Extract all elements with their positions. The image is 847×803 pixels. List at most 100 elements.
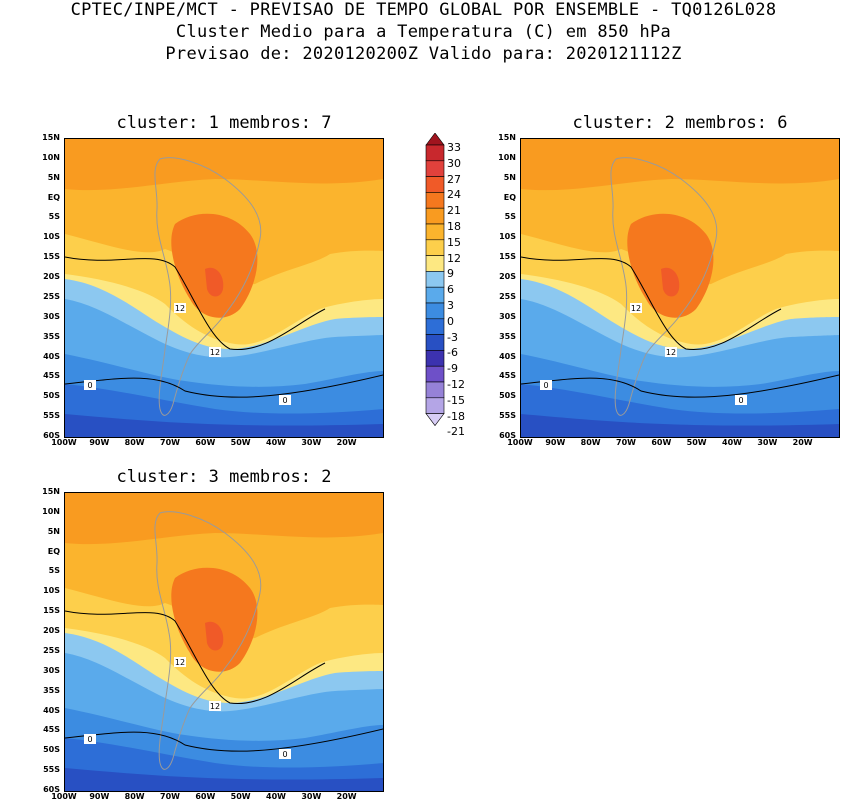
temperature-map-cluster-1: 12 12 0 0 xyxy=(64,138,384,438)
latitude-tick-label: 25S xyxy=(499,291,516,301)
coastline xyxy=(154,157,262,416)
contour-label: 0 xyxy=(84,734,96,744)
temperature-band-band-24-27-core xyxy=(205,621,224,651)
longitude-tick-label: 90W xyxy=(89,792,110,801)
colorbar-swatch xyxy=(425,381,445,399)
latitude-tick-label: 50S xyxy=(43,391,60,401)
colorbar-label: -9 xyxy=(447,362,458,376)
colorbar-label: 33 xyxy=(447,141,461,154)
longitude-tick-label: 40W xyxy=(722,438,742,447)
latitude-tick-label: 10S xyxy=(43,232,60,242)
latitude-tick-label: 30S xyxy=(499,311,516,321)
latitude-tick-label: 55S xyxy=(499,411,516,421)
colorbar-swatch xyxy=(425,192,445,209)
colorbar-label: 9 xyxy=(447,267,454,281)
latitude-tick-label: 15S xyxy=(499,252,516,262)
latitude-tick-label: 40S xyxy=(499,351,516,361)
colorbar-swatch xyxy=(425,350,445,367)
longitude-tick-label: 20W xyxy=(792,438,813,447)
latitude-tick-label: 15N xyxy=(498,133,516,142)
latitude-tick-label: 40S xyxy=(43,351,60,361)
temperature-band-band-18-21-north xyxy=(521,139,839,191)
figure-title-line-1: CPTEC/INPE/MCT - PREVISAO DE TEMPO GLOBA… xyxy=(70,0,777,20)
latitude-tick-label: 15N xyxy=(42,133,60,142)
temperature-band-band-24-27-core xyxy=(205,267,224,297)
colorbar-min-arrow xyxy=(425,413,445,427)
contour-line-0 xyxy=(65,728,383,752)
longitude-tick-label: 80W xyxy=(124,792,145,801)
colorbar-label: 6 xyxy=(447,283,454,297)
latitude-tick-label: 55S xyxy=(43,411,60,421)
latitude-tick-label: 35S xyxy=(43,685,60,695)
temperature-band-band-24-27-core xyxy=(661,267,680,297)
latitude-tick-label: 45S xyxy=(43,371,60,381)
temperature-band-band-m6-m3 xyxy=(65,414,383,437)
colorbar-label: -6 xyxy=(447,346,458,360)
longitude-tick-label: 80W xyxy=(580,438,601,447)
colorbar-swatch xyxy=(425,207,445,225)
colorbar-swatch xyxy=(425,365,445,383)
latitude-tick-label: 5N xyxy=(47,172,60,182)
latitude-tick-label: 50S xyxy=(499,391,516,401)
panel-1-title: cluster: 1 membros: 7 xyxy=(116,113,332,133)
temperature-band-band-18-21-north xyxy=(65,139,383,191)
latitude-tick-label: 20S xyxy=(499,272,516,282)
svg-text:12: 12 xyxy=(210,348,220,357)
contour-line-0 xyxy=(65,374,383,398)
colorbar-label: 0 xyxy=(447,314,454,328)
latitude-tick-label: EQ xyxy=(47,192,60,202)
latitude-tick-label: 30S xyxy=(43,311,60,321)
longitude-tick-label: 60W xyxy=(651,438,672,447)
colorbar-label: -15 xyxy=(447,393,465,407)
colorbar-swatch xyxy=(425,271,445,288)
longitude-tick-label: 20W xyxy=(336,792,357,801)
coastline xyxy=(610,157,718,416)
longitude-tick-label: 100W xyxy=(51,792,77,801)
svg-text:12: 12 xyxy=(666,348,676,357)
latitude-tick-label: 10S xyxy=(43,586,60,596)
colorbar-label: 15 xyxy=(447,235,461,249)
contour-label: 0 xyxy=(735,395,747,405)
temperature-band-band-21-24-continent xyxy=(171,567,258,672)
temperature-band-band-m6-m3 xyxy=(65,768,383,791)
contour-label: 0 xyxy=(84,380,96,390)
svg-text:0: 0 xyxy=(87,381,92,390)
map-canvas: 12 12 0 0 xyxy=(65,139,383,437)
contour-line-12 xyxy=(65,610,326,705)
panel-2-title: cluster: 2 membros: 6 xyxy=(572,113,788,133)
longitude-tick-label: 90W xyxy=(89,438,110,447)
svg-text:0: 0 xyxy=(282,396,287,405)
contour-label: 12 xyxy=(665,347,677,357)
longitude-tick-label: 50W xyxy=(686,438,707,447)
colorbar-label: -3 xyxy=(447,330,458,344)
latitude-tick-label: 10N xyxy=(42,152,60,162)
colorbar-swatch xyxy=(425,160,445,177)
contour-label: 12 xyxy=(209,347,221,357)
latitude-tick-label: 5S xyxy=(504,212,516,222)
longitude-tick-label: 30W xyxy=(757,438,778,447)
colorbar-swatch xyxy=(425,239,445,256)
svg-text:12: 12 xyxy=(175,304,185,313)
colorbar-swatch xyxy=(425,397,445,414)
colorbar-swatch xyxy=(425,144,445,162)
latitude-tick-label: 5N xyxy=(47,526,60,536)
colorbar-label: 21 xyxy=(447,204,461,218)
svg-text:0: 0 xyxy=(738,396,743,405)
svg-text:12: 12 xyxy=(175,658,185,667)
colorbar-label: 18 xyxy=(447,220,461,233)
svg-text:0: 0 xyxy=(87,735,92,744)
colorbar-swatch xyxy=(425,223,445,241)
colorbar-swatch xyxy=(425,286,445,304)
colorbar-label: 12 xyxy=(447,251,461,265)
latitude-tick-label: 35S xyxy=(43,331,60,341)
latitude-tick-label: 60S xyxy=(43,785,60,794)
colorbar-swatch xyxy=(425,334,445,351)
svg-text:0: 0 xyxy=(282,750,287,759)
contour-line-12 xyxy=(521,256,782,351)
contour-label: 0 xyxy=(279,749,291,759)
colorbar-label: 3 xyxy=(447,299,454,312)
temperature-colorbar: 33 30 27 24 21 18 15 12 9 6 3 0 -3 -6 -9 -12 -15 -18 -21 xyxy=(425,132,485,443)
contour-label: 0 xyxy=(279,395,291,405)
longitude-tick-label: 70W xyxy=(616,438,636,447)
longitude-tick-label: 70W xyxy=(160,438,180,447)
